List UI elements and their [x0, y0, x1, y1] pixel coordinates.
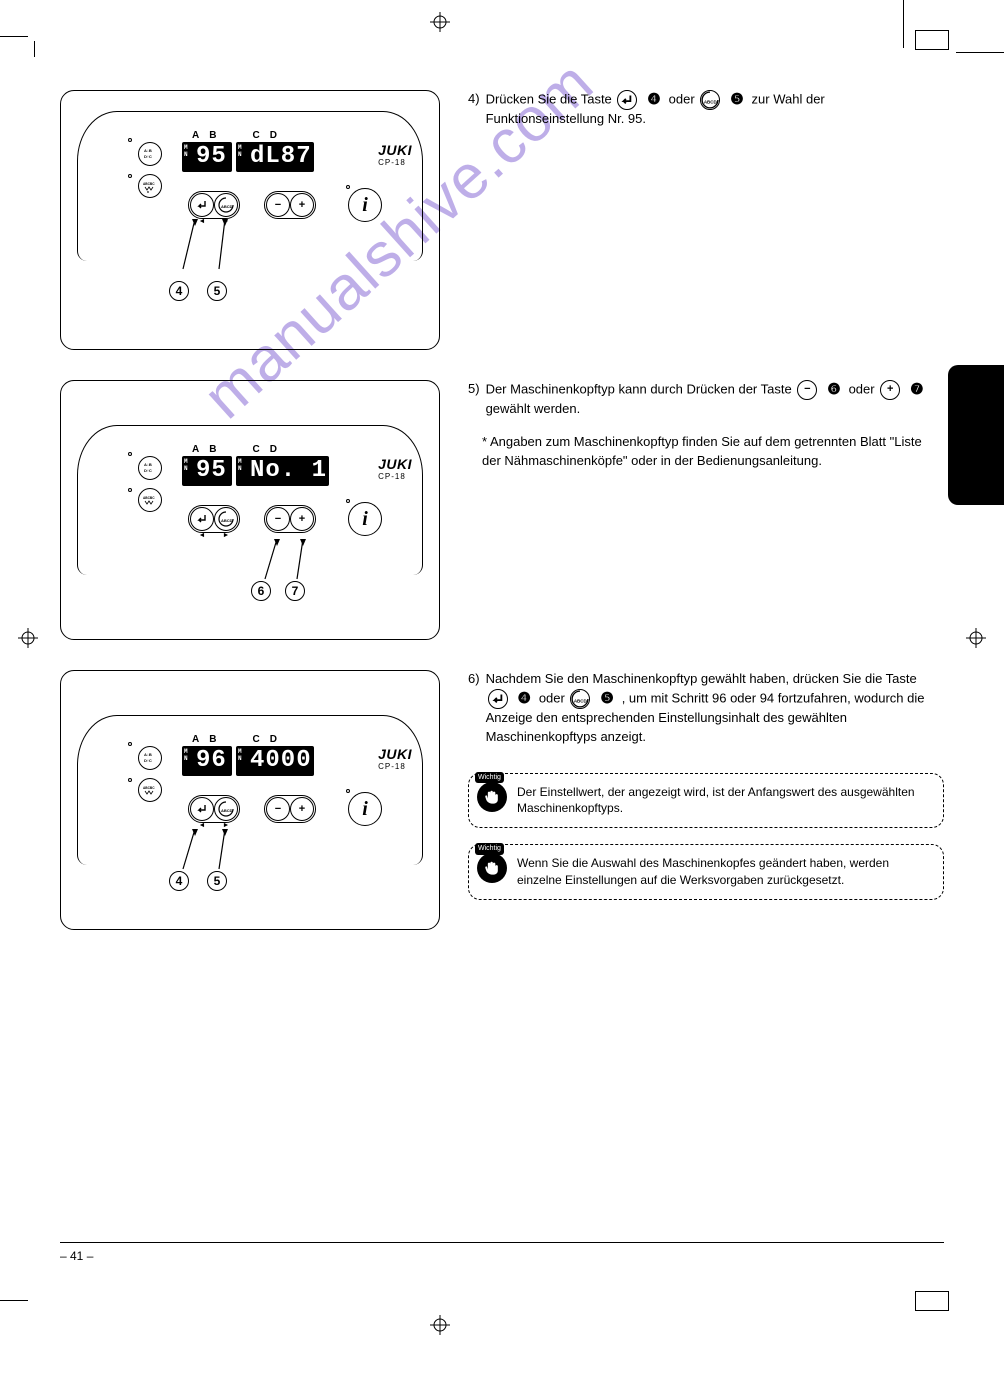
label-a: A [192, 130, 209, 141]
page-content: ABCD MN95 MNdL87 JUKI CP-18 A↓BD↑C A [60, 90, 944, 1263]
enter-icon [488, 689, 508, 709]
brand-logo: JUKI [378, 142, 412, 158]
svg-text:ABCBC: ABCBC [143, 182, 155, 186]
plus-button-icon: + [290, 797, 314, 821]
svg-text:A↓B: A↓B [144, 752, 152, 757]
warning-hand-icon [477, 853, 507, 883]
abcd-button-icon: ABCD► [214, 507, 238, 531]
svg-text:ABCD: ABCD [221, 518, 233, 523]
minus-button-icon: − [266, 193, 290, 217]
step-4-text: Drücken Sie die Taste [486, 91, 616, 106]
cropmark [915, 30, 949, 50]
callout-5: 5 [207, 281, 227, 301]
step-4-num: 4) [468, 90, 480, 129]
label-b: B [209, 130, 226, 141]
info-button-icon: i [348, 502, 382, 536]
lcd-right: MNdL87 [236, 142, 314, 172]
mode-button-icon: A↓BD↑C [138, 746, 162, 770]
plus-button-icon: + [290, 507, 314, 531]
footer-rule [60, 1242, 944, 1243]
registration-mark [18, 628, 38, 648]
svg-text:ABCD: ABCD [221, 808, 233, 813]
cropmark [0, 36, 28, 37]
enter-icon [617, 90, 637, 110]
panel-illustration-3: ABCD MN96 MN4000 JUKI CP-18 A↓BD↑C A [60, 670, 440, 930]
svg-text:ABCD: ABCD [221, 204, 233, 209]
note-box-2: Wichtig Wenn Sie die Auswahl des Maschin… [468, 844, 944, 900]
info-button-icon: i [348, 188, 382, 222]
cropmark [915, 1291, 949, 1311]
lcd-right: MN4000 [236, 746, 314, 776]
callout-7: 7 [285, 581, 305, 601]
callout-5: 5 [207, 871, 227, 891]
minus-button-icon: − [266, 797, 290, 821]
note-2-text: Wenn Sie die Auswahl des Maschinenkopfes… [517, 856, 889, 887]
svg-text:D↑C: D↑C [144, 154, 152, 159]
svg-text:A↓B: A↓B [144, 148, 152, 153]
svg-text:ABCD: ABCD [574, 698, 588, 703]
cropmark [0, 1300, 28, 1301]
svg-text:D↑C: D↑C [144, 758, 152, 763]
svg-text:ABCBC: ABCBC [143, 496, 155, 500]
minus-button-icon: − [266, 507, 290, 531]
mode-button-icon: A↓BD↑C [138, 456, 162, 480]
brand-model: CP-18 [378, 158, 412, 167]
info-button-icon: i [348, 792, 382, 826]
side-tab [948, 365, 1004, 505]
plusminus-group: − + [264, 191, 316, 219]
callout-6: 6 [251, 581, 271, 601]
plus-button-icon: + [290, 193, 314, 217]
callout-4: 4 [169, 871, 189, 891]
nav-button-group: ◄ ABCD► [188, 191, 240, 219]
warning-hand-icon [477, 782, 507, 812]
enter-button-icon: ◄ [190, 507, 214, 531]
cropmark [903, 0, 904, 48]
svg-text:ABCBC: ABCBC [143, 786, 155, 790]
mode-button-icon: A↓BD↑C [138, 142, 162, 166]
lcd-left: MN96 [182, 746, 232, 776]
svg-text:A↓B: A↓B [144, 462, 152, 467]
lcd-right: MNNo. 1 [236, 456, 329, 486]
cropmark [34, 41, 35, 57]
note-1-text: Der Einstellwert, der angezeigt wird, is… [517, 785, 915, 816]
abcd-button-icon: ABCD► [214, 193, 238, 217]
step-4: 4) Drücken Sie die Taste ❹ oder ABCD ❺ z… [468, 90, 944, 129]
enter-button-icon: ◄ [190, 193, 214, 217]
registration-mark [430, 12, 450, 32]
panel-illustration-1: ABCD MN95 MNdL87 JUKI CP-18 A↓BD↑C A [60, 90, 440, 350]
abcd-icon: ABCD [570, 689, 590, 709]
page-number: – 41 – [60, 1249, 93, 1263]
svg-text:D↑C: D↑C [144, 468, 152, 473]
enter-button-icon: ◄ [190, 797, 214, 821]
registration-mark [430, 1315, 450, 1335]
callout-4: 4 [169, 281, 189, 301]
abcd-icon: ABCD [700, 90, 720, 110]
abcd-button-icon: ABCD► [214, 797, 238, 821]
step-5: 5) Der Maschinenkopftyp kann durch Drück… [468, 380, 944, 419]
note-box-1: Wichtig Der Einstellwert, der angezeigt … [468, 773, 944, 829]
minus-icon: − [797, 380, 817, 400]
plus-icon: + [880, 380, 900, 400]
lcd-left: MN95 [182, 142, 232, 172]
svg-text:ABCD: ABCD [704, 99, 718, 104]
label-c: C [252, 130, 269, 141]
ref-5-icon: ❺ [728, 91, 746, 109]
cropmark [956, 52, 1004, 53]
ref-4-icon: ❹ [645, 91, 663, 109]
lcd-left: MN95 [182, 456, 232, 486]
panel-illustration-2: ABCD MN95 MNNo. 1 JUKI CP-18 A↓BD↑C [60, 380, 440, 640]
label-d: D [270, 130, 287, 141]
registration-mark [966, 628, 986, 648]
step-4-text: oder [669, 91, 699, 106]
step-6: 6) Nachdem Sie den Maschinenkopftyp gewä… [468, 670, 944, 747]
step-5-note: * Angaben zum Maschinenkopftyp finden Si… [468, 433, 944, 471]
